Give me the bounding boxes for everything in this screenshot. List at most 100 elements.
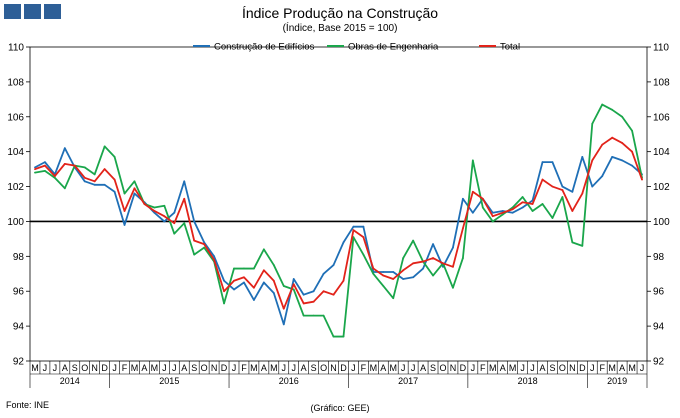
data-point: [272, 279, 275, 282]
data-point: [34, 166, 36, 169]
data-point: [133, 187, 136, 190]
x-tick-label: M: [489, 363, 497, 373]
data-point: [551, 161, 554, 164]
data-point: [113, 178, 116, 181]
data-point: [193, 239, 196, 242]
data-point: [123, 192, 126, 195]
data-point: [44, 161, 46, 164]
year-label: 2016: [279, 376, 299, 386]
data-point: [173, 211, 176, 214]
x-tick-label: S: [549, 363, 555, 373]
data-point: [332, 335, 335, 338]
data-point: [392, 278, 395, 280]
x-tick-label: J: [411, 363, 416, 373]
data-point: [511, 211, 514, 214]
x-tick-label: A: [540, 363, 546, 373]
y-tick-label-right: 100: [653, 217, 670, 228]
data-point: [63, 147, 66, 150]
data-point: [253, 286, 255, 289]
x-tick-label: J: [351, 363, 356, 373]
data-point: [282, 307, 285, 310]
data-point: [531, 210, 534, 212]
source-note: Fonte: INE: [6, 400, 50, 410]
y-tick-label-left: 96: [13, 287, 25, 298]
x-tick-label: J: [162, 363, 167, 373]
data-point: [501, 211, 504, 214]
data-point: [452, 286, 454, 289]
data-point: [561, 185, 564, 188]
data-point: [392, 297, 395, 300]
x-tick-label: O: [559, 363, 566, 373]
data-point: [83, 180, 86, 183]
data-point: [452, 265, 454, 268]
y-tick-label-left: 108: [7, 77, 24, 88]
data-point: [601, 103, 604, 106]
x-tick-label: S: [72, 363, 78, 373]
data-point: [322, 272, 325, 275]
data-point: [322, 290, 325, 293]
data-point: [203, 243, 206, 246]
data-point: [302, 314, 305, 317]
x-tick-label: O: [439, 363, 446, 373]
data-point: [481, 206, 484, 209]
data-point: [372, 267, 375, 270]
data-point: [571, 190, 574, 193]
x-tick-label: N: [211, 363, 218, 373]
data-point: [551, 217, 554, 219]
data-point: [412, 262, 415, 265]
y-tick-label-right: 110: [653, 43, 669, 54]
data-point: [113, 156, 116, 158]
x-tick-label: M: [370, 363, 378, 373]
x-tick-label: D: [340, 363, 347, 373]
data-point: [491, 220, 494, 223]
data-point: [34, 168, 36, 171]
year-label: 2015: [159, 376, 179, 386]
data-point: [332, 264, 335, 266]
data-point: [183, 180, 186, 183]
x-tick-label: A: [500, 363, 506, 373]
data-point: [173, 232, 176, 235]
data-point: [412, 239, 415, 242]
credit-note: (Gráfico: GEE): [310, 403, 370, 413]
x-tick-label: A: [380, 363, 386, 373]
data-point: [561, 196, 564, 198]
data-point: [382, 271, 385, 273]
year-label: 2014: [60, 376, 80, 386]
data-point: [163, 220, 166, 223]
x-tick-label: O: [320, 363, 327, 373]
legend-label: Construção de Edifícios: [214, 42, 315, 53]
data-point: [34, 171, 36, 174]
data-point: [571, 241, 574, 244]
data-point: [44, 164, 46, 167]
y-tick-label-left: 98: [13, 252, 25, 263]
data-point: [362, 253, 365, 256]
y-tick-label-left: 92: [13, 357, 25, 368]
data-point: [481, 197, 484, 200]
data-point: [203, 241, 206, 244]
data-point: [103, 168, 106, 171]
x-tick-label: J: [112, 363, 117, 373]
data-point: [402, 278, 405, 280]
data-point: [591, 185, 594, 188]
data-point: [471, 211, 474, 214]
series-line-3: [34, 136, 643, 310]
y-tick-label-right: 92: [653, 357, 665, 368]
y-tick-label-left: 94: [13, 322, 25, 333]
data-point: [432, 274, 434, 277]
series-line-2: [34, 103, 643, 338]
data-point: [442, 262, 444, 265]
data-point: [521, 201, 524, 204]
x-tick-label: N: [330, 363, 337, 373]
data-point: [402, 257, 405, 259]
data-point: [223, 290, 225, 293]
data-point: [412, 276, 415, 279]
x-tick-label: J: [640, 363, 645, 373]
data-point: [233, 279, 235, 282]
data-point: [471, 159, 474, 162]
data-point: [392, 271, 395, 273]
data-point: [123, 224, 126, 226]
x-tick-label: D: [221, 363, 228, 373]
logo-block: [44, 4, 61, 19]
data-point: [541, 203, 544, 205]
data-point: [173, 222, 176, 225]
